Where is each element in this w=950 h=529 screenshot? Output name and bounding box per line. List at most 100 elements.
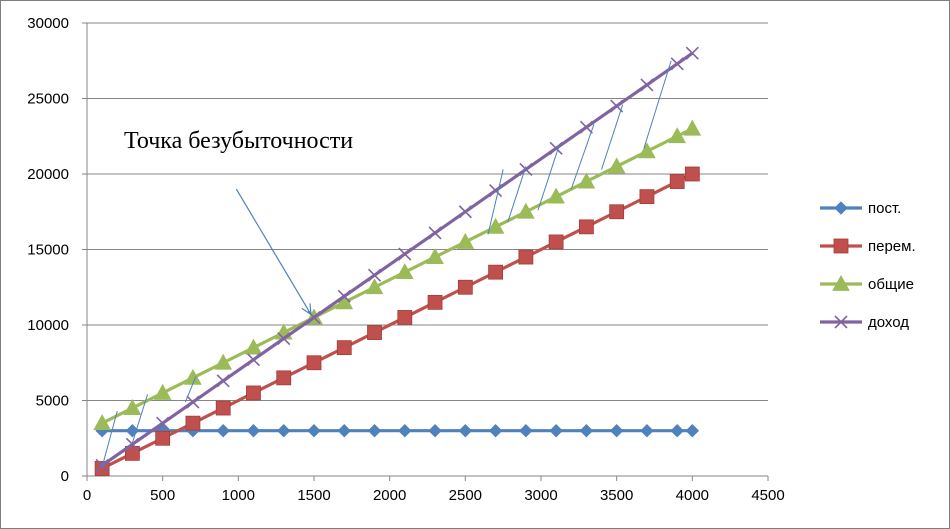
legend: пост. перем. общие доход [820,200,916,331]
data-point [579,219,594,235]
hatch-line [184,376,197,403]
legend-item-4: доход [820,314,909,331]
data-point [683,119,702,136]
data-point [306,355,322,371]
data-point [458,205,472,219]
annotation-text: Точка безубыточности [124,128,353,154]
data-point [488,264,504,280]
data-point [186,395,200,409]
data-point [185,415,201,431]
data-point [668,127,687,144]
hatch-lines [101,60,672,468]
data-point [336,340,352,356]
data-point [549,141,563,155]
data-point [216,374,230,388]
data-point [456,232,475,249]
data-point [685,423,700,438]
data-point [669,174,685,189]
series-2 [94,166,700,476]
series-4 [95,46,699,472]
y-tick-label: 5000 [36,393,69,410]
data-point [548,234,564,250]
data-point [518,249,534,265]
data-point [670,57,684,71]
hatch-line [131,394,149,443]
y-tick-label: 10000 [27,317,69,334]
data-point [216,423,230,438]
hatch-line [643,60,672,149]
data-point [335,293,354,310]
legend-label: перем. [868,238,916,255]
data-point [426,248,444,264]
data-point [153,383,172,400]
data-point [277,423,291,438]
y-tick-label: 0 [61,468,69,485]
data-point [125,445,140,461]
data-point [489,184,503,198]
data-point [640,78,654,92]
data-point [398,423,412,438]
tick-labels: 0 500 1000 1500 2000 2500 3000 3500 4000 4500 0 500… [27,15,784,504]
data-point [365,278,384,295]
x-tick-label: 2500 [449,487,482,504]
data-point [428,226,442,240]
x-tick-label: 500 [150,487,175,504]
x-tick-label: 3000 [524,487,557,504]
series-3 [93,119,702,431]
x-tick-label: 4000 [676,487,709,504]
data-point [246,423,261,438]
data-point [638,142,656,159]
data-point [337,289,351,303]
legend-label: доход [868,314,909,331]
data-point [457,279,473,295]
legend-label: пост. [868,200,901,217]
data-point [307,423,321,438]
data-point [519,423,533,438]
data-point [184,368,202,385]
legend-item-1: пост. [820,200,901,217]
data-point [155,430,171,446]
gridlines [87,22,768,401]
data-point [215,400,231,416]
annotation-arrow [235,188,312,315]
data-point [123,399,142,415]
x-tick-label: 4500 [751,487,784,504]
legend-item-2: перем. [820,238,916,255]
legend-swatch-marker [832,274,850,291]
data-point [277,332,291,346]
series-1 [95,423,700,438]
data-point [670,423,684,438]
hatch-line [101,410,118,468]
series-group [93,46,702,476]
data-point [549,423,563,438]
data-point [246,353,261,367]
data-point [214,353,233,370]
data-point [577,172,596,189]
data-point [684,166,700,182]
x-tick-label: 0 [83,487,91,504]
data-point [367,423,382,438]
x-tick-label: 1000 [222,487,255,504]
data-point [486,217,505,234]
data-point [607,157,626,174]
x-tick-label: 3500 [600,487,633,504]
hatch-line [601,104,624,170]
data-point [579,423,594,438]
data-point [458,423,473,438]
y-tick-label: 30000 [27,15,69,32]
data-point [428,423,442,438]
hatch-line [570,124,595,190]
data-point [397,310,413,325]
data-point [579,120,593,134]
data-point [398,247,412,261]
data-point [367,325,382,340]
data-point [156,416,170,430]
hatch-line [537,145,560,211]
y-tick-label: 15000 [27,242,69,259]
data-point [244,338,263,355]
legend-item-3: общие [820,274,914,293]
data-point [488,423,503,438]
legend-swatch-marker [833,238,849,254]
data-point [125,437,139,451]
